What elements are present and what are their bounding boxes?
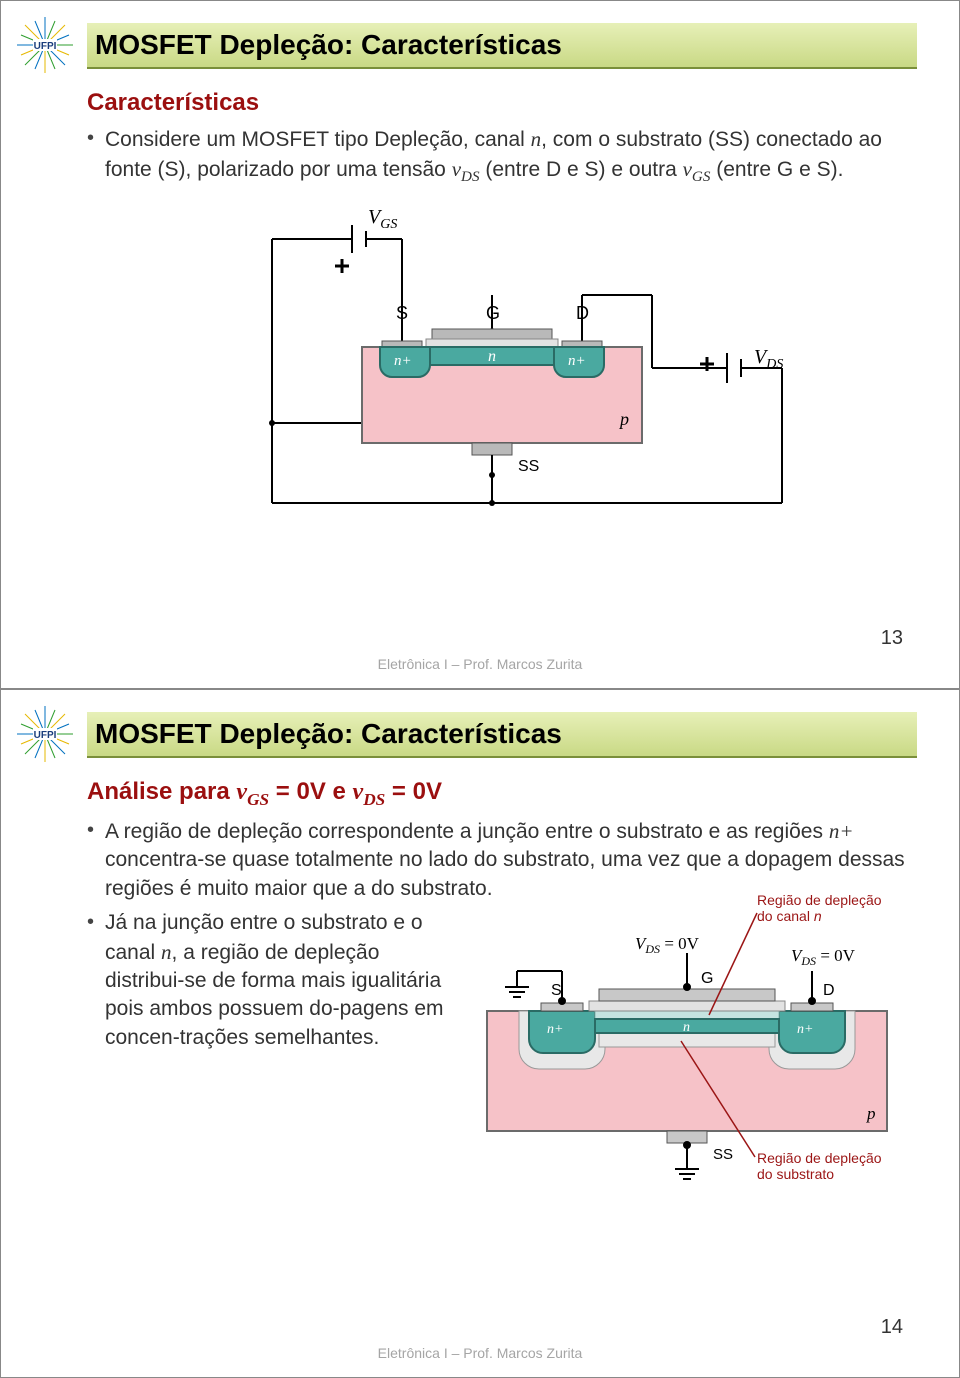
label-ss: SS (713, 1146, 733, 1163)
label-vgs: VGS (368, 206, 397, 232)
slide-title-bar: MOSFET Depleção: Características (87, 712, 917, 758)
mosfet-circuit-diagram: VGS VDS S G D n+ n+ n p SS (182, 203, 822, 543)
slide-content: Características Considere um MOSFET tipo… (87, 87, 917, 543)
page-number: 14 (881, 1316, 903, 1339)
label-vds0-d: VDS = 0V (791, 946, 856, 968)
subheading: Análise para vGS = 0V e vDS = 0V (87, 776, 917, 811)
slide-13: UFPI MOSFET Depleção: Características Ca… (0, 0, 960, 689)
label-s: S (396, 303, 408, 323)
label-nplus-right: n+ (568, 353, 586, 369)
bullet-item: Já na junção entre o substrato e o canal… (87, 909, 447, 1052)
svg-text:do canal n: do canal n (757, 908, 822, 924)
label-s: S (551, 982, 562, 999)
slide-title-bar: MOSFET Depleção: Características (87, 23, 917, 69)
label-vds0-g: VDS = 0V (635, 934, 700, 956)
svg-text:UFPI: UFPI (34, 730, 57, 741)
label-n: n (683, 1020, 690, 1035)
label-g: G (701, 970, 713, 987)
mosfet-cross-section-diagram: S G D n+ n+ n p SS VDS = 0V VDS = 0V Reg… (457, 891, 917, 1201)
label-nplus-left: n+ (394, 353, 412, 369)
label-p: p (618, 409, 629, 429)
label-nplus-right: n+ (797, 1022, 813, 1037)
svg-text:UFPI: UFPI (34, 41, 57, 52)
label-ss: SS (518, 458, 539, 475)
ufpi-logo: UFPI (15, 704, 75, 764)
slide-title: MOSFET Depleção: Características (87, 23, 917, 69)
label-d: D (823, 982, 835, 999)
label-n: n (488, 348, 496, 365)
svg-text:do substrato: do substrato (757, 1166, 834, 1182)
subheading: Características (87, 87, 917, 119)
label-g: G (486, 303, 500, 323)
slide-title: MOSFET Depleção: Características (87, 712, 917, 758)
label-p: p (866, 1104, 876, 1123)
slide-14: UFPI MOSFET Depleção: Características An… (0, 689, 960, 1378)
ufpi-logo: UFPI (15, 15, 75, 75)
footer-text: Eletrônica I – Prof. Marcos Zurita (1, 656, 959, 672)
footer-text: Eletrônica I – Prof. Marcos Zurita (1, 1345, 959, 1361)
bullet-item: A região de depleção correspondente a ju… (87, 817, 917, 903)
page-number: 13 (881, 627, 903, 650)
label-d: D (576, 303, 589, 323)
annotation-bottom: Região de depleção (757, 1150, 882, 1166)
slide-content: Análise para vGS = 0V e vDS = 0V A regiã… (87, 776, 917, 1201)
bullet-item: Considere um MOSFET tipo Depleção, canal… (87, 125, 917, 187)
label-nplus-left: n+ (547, 1022, 563, 1037)
